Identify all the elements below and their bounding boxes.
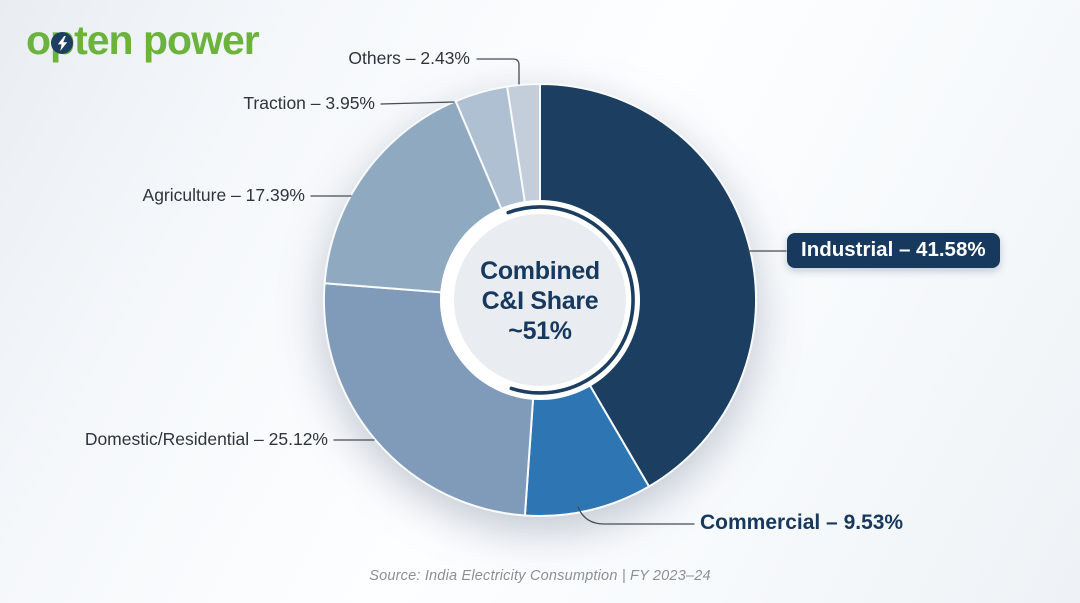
center-label-line1: Combined	[480, 257, 600, 285]
donut-hole-center	[454, 214, 626, 386]
donut-center-label: Combined C&I Share ~51%	[420, 256, 660, 346]
label-domestic-residential: Domestic/Residential – 25.12%	[84, 429, 328, 449]
center-label-line3: ~51%	[508, 317, 572, 345]
label-traction: Traction – 3.95%	[243, 93, 375, 113]
lightning-bolt-icon	[51, 32, 74, 54]
logo-letter-o: o	[26, 17, 51, 63]
brand-logo: opten power	[26, 17, 260, 63]
industrial-badge: Industrial – 41.58%	[787, 233, 1000, 268]
donut-segments	[322, 82, 758, 518]
center-label-line2: C&I Share	[481, 287, 599, 315]
logo-word-rest: ten power	[74, 17, 260, 63]
label-agriculture: Agriculture – 17.39%	[142, 185, 305, 205]
leader-commercial	[577, 506, 695, 525]
decorative-arc-ring	[506, 205, 635, 395]
leader-others	[476, 58, 520, 85]
label-others: Others – 2.43%	[348, 48, 470, 68]
source-caption: Source: India Electricity Consumption | …	[369, 568, 711, 584]
logo-letter-p-wrap: p	[50, 17, 75, 63]
leader-lines	[310, 58, 787, 525]
label-commercial: Commercial – 9.53%	[700, 511, 904, 534]
leader-traction	[380, 101, 455, 105]
pie-segment-industrial	[539, 83, 758, 488]
